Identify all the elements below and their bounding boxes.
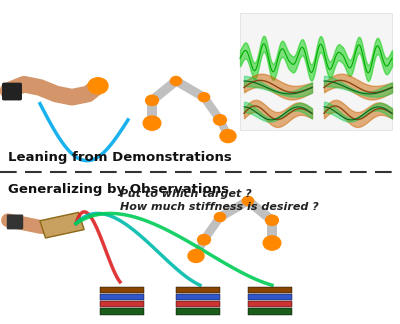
FancyBboxPatch shape xyxy=(176,294,220,300)
Circle shape xyxy=(198,93,210,102)
FancyBboxPatch shape xyxy=(100,308,144,315)
FancyBboxPatch shape xyxy=(248,286,292,293)
FancyBboxPatch shape xyxy=(248,294,292,300)
FancyBboxPatch shape xyxy=(100,294,144,300)
Circle shape xyxy=(143,116,161,130)
FancyBboxPatch shape xyxy=(248,301,292,307)
Circle shape xyxy=(198,235,210,245)
FancyBboxPatch shape xyxy=(100,301,144,307)
FancyBboxPatch shape xyxy=(240,13,392,130)
Circle shape xyxy=(170,76,182,86)
Circle shape xyxy=(214,213,226,222)
FancyBboxPatch shape xyxy=(2,83,22,100)
Text: Put to which target ?: Put to which target ? xyxy=(120,190,252,199)
Text: Leaning from Demonstrations: Leaning from Demonstrations xyxy=(8,151,232,164)
Text: How much stiffness is desired ?: How much stiffness is desired ? xyxy=(120,202,319,212)
FancyBboxPatch shape xyxy=(248,308,292,315)
Circle shape xyxy=(188,249,204,262)
Circle shape xyxy=(146,95,158,106)
FancyBboxPatch shape xyxy=(176,286,220,293)
Polygon shape xyxy=(40,212,84,238)
FancyBboxPatch shape xyxy=(100,286,144,293)
Circle shape xyxy=(220,130,236,143)
Circle shape xyxy=(263,236,281,250)
Circle shape xyxy=(88,78,108,94)
Circle shape xyxy=(266,215,278,226)
Circle shape xyxy=(242,196,254,205)
FancyBboxPatch shape xyxy=(176,308,220,315)
Circle shape xyxy=(214,115,226,125)
FancyBboxPatch shape xyxy=(176,301,220,307)
Text: Generalizing by Observations: Generalizing by Observations xyxy=(8,183,229,196)
FancyBboxPatch shape xyxy=(7,214,23,229)
